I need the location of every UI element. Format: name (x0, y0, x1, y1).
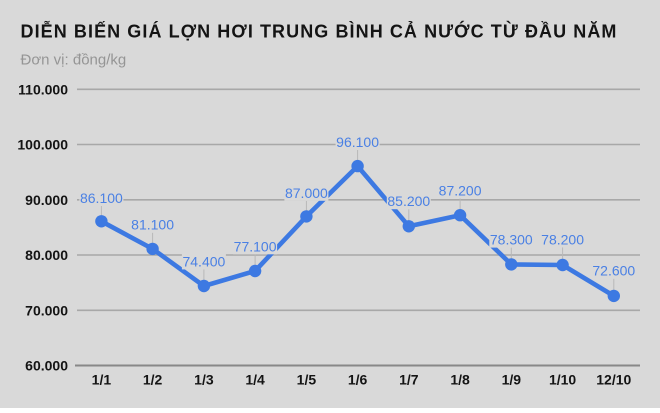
svg-text:110.000: 110.000 (18, 81, 68, 97)
svg-text:80.000: 80.000 (25, 247, 68, 263)
svg-text:1/1: 1/1 (92, 371, 112, 387)
svg-text:86.100: 86.100 (80, 190, 123, 206)
svg-text:81.100: 81.100 (131, 217, 174, 233)
svg-text:1/3: 1/3 (194, 371, 214, 387)
svg-text:1/7: 1/7 (399, 371, 419, 387)
svg-text:1/6: 1/6 (348, 371, 368, 387)
svg-text:74.400: 74.400 (182, 253, 225, 269)
svg-text:85.200: 85.200 (387, 193, 430, 209)
svg-text:90.000: 90.000 (25, 192, 68, 208)
svg-text:100.000: 100.000 (17, 137, 68, 153)
svg-text:1/8: 1/8 (450, 371, 470, 387)
svg-text:1/10: 1/10 (549, 371, 576, 387)
svg-text:1/5: 1/5 (297, 371, 317, 387)
svg-text:96.100: 96.100 (336, 134, 379, 150)
svg-text:78.200: 78.200 (541, 231, 584, 247)
svg-text:70.000: 70.000 (25, 302, 68, 318)
svg-text:12/10: 12/10 (596, 371, 631, 387)
svg-text:87.000: 87.000 (285, 185, 328, 201)
svg-text:DIỄN BIẾN GIÁ LỢN HƠI TRUNG BÌ: DIỄN BIẾN GIÁ LỢN HƠI TRUNG BÌNH CẢ NƯỚC… (21, 21, 618, 42)
svg-text:77.100: 77.100 (234, 238, 277, 254)
svg-text:78.300: 78.300 (490, 232, 533, 248)
svg-text:1/4: 1/4 (245, 371, 265, 387)
svg-text:60.000: 60.000 (25, 358, 68, 374)
svg-text:1/2: 1/2 (143, 371, 163, 387)
svg-text:72.600: 72.600 (592, 263, 635, 279)
svg-text:87.200: 87.200 (439, 182, 482, 198)
svg-text:Đơn vị: đồng/kg: Đơn vị: đồng/kg (21, 52, 127, 69)
svg-text:1/9: 1/9 (502, 371, 522, 387)
